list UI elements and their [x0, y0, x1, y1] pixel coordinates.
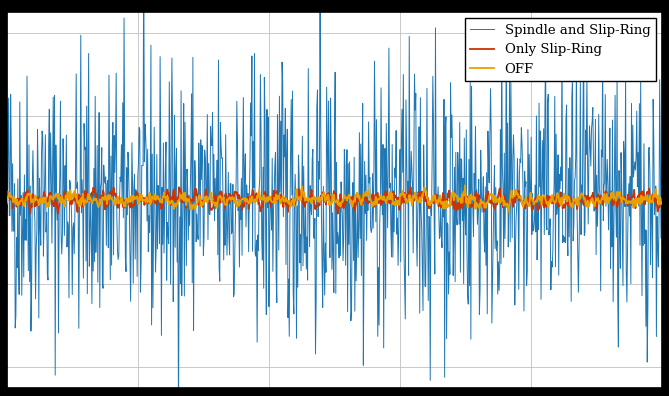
Only Slip-Ring — [334, 211, 342, 216]
Spindle and Slip-Ring — [3, 164, 11, 169]
Only Slip-Ring — [658, 197, 666, 202]
OFF — [504, 209, 512, 214]
Legend: Spindle and Slip-Ring, Only Slip-Ring, OFF: Spindle and Slip-Ring, Only Slip-Ring, O… — [465, 19, 656, 81]
Line: OFF: OFF — [7, 185, 662, 212]
Only Slip-Ring — [3, 197, 11, 202]
Spindle and Slip-Ring — [269, 269, 277, 274]
Spindle and Slip-Ring — [454, 150, 462, 155]
Only Slip-Ring — [291, 202, 299, 207]
OFF — [658, 200, 666, 205]
Spindle and Slip-Ring — [658, 159, 666, 164]
Only Slip-Ring — [70, 197, 78, 202]
Only Slip-Ring — [268, 198, 276, 202]
Only Slip-Ring — [514, 188, 522, 193]
Spindle and Slip-Ring — [70, 221, 78, 225]
Spindle and Slip-Ring — [527, 196, 535, 200]
OFF — [527, 190, 535, 195]
Only Slip-Ring — [527, 197, 535, 202]
OFF — [461, 183, 469, 188]
OFF — [70, 191, 78, 196]
OFF — [3, 201, 11, 206]
Spindle and Slip-Ring — [292, 336, 300, 341]
OFF — [291, 198, 299, 203]
Line: Only Slip-Ring: Only Slip-Ring — [7, 187, 662, 213]
OFF — [452, 193, 460, 198]
Only Slip-Ring — [407, 185, 415, 190]
Line: Spindle and Slip-Ring: Spindle and Slip-Ring — [7, 0, 662, 396]
Only Slip-Ring — [454, 200, 462, 205]
OFF — [514, 195, 522, 200]
OFF — [268, 199, 276, 204]
Spindle and Slip-Ring — [514, 287, 522, 292]
